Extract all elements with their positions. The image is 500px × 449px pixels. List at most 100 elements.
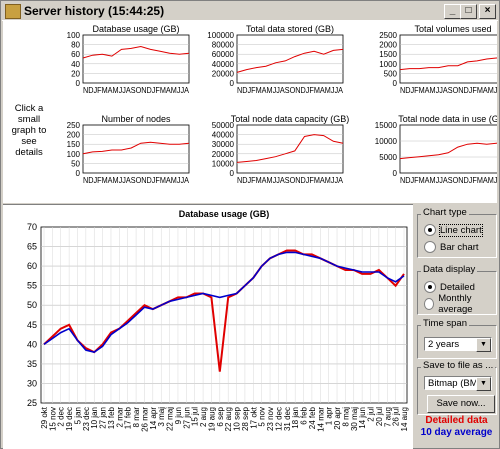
small-chart-frame (399, 124, 497, 174)
main-chart-frame (40, 226, 408, 404)
main-chart-xtick: 6 sep (216, 406, 225, 426)
radio-indicator[interactable] (424, 298, 435, 310)
small-chart-ytick: 60 (71, 50, 80, 59)
main-chart-xtick: 10 jan (90, 407, 99, 429)
small-chart-ytick: 1500 (379, 50, 397, 59)
main-chart-xtick: 14 jun (358, 407, 367, 429)
small-chart-ytick: 20000 (212, 150, 235, 159)
radio-monthly-average[interactable]: Monthly average (424, 293, 496, 315)
title-bar[interactable]: Server history (15:44:25) _ □ × (2, 2, 498, 21)
main-chart-xtick: 14 mar (316, 407, 325, 432)
small-chart-ytick: 2000 (379, 41, 397, 50)
small-chart-ytick: 20 (71, 69, 80, 78)
small-chart-ytick: 40000 (212, 60, 235, 69)
main-chart-title: Database usage (GB) (179, 209, 270, 219)
small-chart-xlabels: NDJFMAMJJASONDJFMAMJJA (237, 86, 344, 95)
minimize-button[interactable]: _ (444, 4, 461, 19)
small-chart-line (399, 142, 497, 160)
main-chart-xtick: 15 jul (191, 407, 200, 426)
main-chart-ytick: 30 (27, 378, 37, 388)
radio-indicator[interactable] (424, 241, 436, 253)
small-chart-xlabels: NDJFMAMJJASONDJFMAMJJA (83, 176, 190, 185)
main-chart-xtick: 12 dec (274, 407, 283, 431)
small-chart-line (82, 141, 190, 155)
data-display-group: Data display Detailed Monthly average (417, 264, 497, 315)
small-chart-ytick: 40 (71, 60, 80, 69)
radio-detailed[interactable]: Detailed (424, 280, 475, 294)
chart-type-label: Chart type (421, 207, 469, 218)
chevron-down-icon[interactable]: ▼ (476, 377, 491, 391)
sidebar: Chart type Line chart Bar chart Data dis… (414, 204, 499, 448)
small-chart-frame (82, 34, 190, 84)
radio-line-chart-label: Line chart (439, 223, 483, 237)
main-chart-ytick: 55 (27, 281, 37, 291)
small-chart-frame (236, 124, 344, 174)
main-chart-ytick: 25 (27, 398, 37, 408)
small-chart-ytick: 1000 (379, 60, 397, 69)
small-chart-xlabels: NDJFMAMJJASONDJFMAMJJA (400, 176, 497, 185)
radio-indicator[interactable] (424, 224, 436, 236)
small-chart-title: Total data stored (GB) (246, 24, 334, 34)
small-chart-ytick: 10000 (375, 137, 398, 146)
main-chart-xtick: 28 sep (241, 406, 250, 431)
small-chart-xlabels: NDJFMAMJJASONDJFMAMJJA (237, 176, 344, 185)
main-chart-xtick: 8 maj (341, 407, 350, 427)
main-chart-series-average (43, 251, 405, 354)
small-chart-ytick: 150 (67, 140, 81, 149)
chevron-down-icon[interactable]: ▼ (476, 338, 491, 352)
save-format-select[interactable]: Bitmap (BMP) ▼ (424, 376, 492, 391)
data-display-label: Data display (421, 264, 478, 275)
small-chart-3[interactable]: Total volumes used 25002000150010005000ND… (379, 24, 497, 95)
main-chart-xtick: 14 aug (400, 407, 409, 431)
time-span-group: Time span 2 years ▼ (417, 318, 497, 359)
main-chart-ytick: 65 (27, 242, 37, 252)
main-chart-xtick: 26 jul (392, 407, 401, 426)
small-chart-line (82, 45, 190, 59)
small-chart-ytick: 200 (67, 131, 81, 140)
radio-indicator[interactable] (424, 281, 436, 293)
radio-bar-chart[interactable]: Bar chart (424, 240, 479, 254)
time-span-label: Time span (421, 318, 469, 329)
small-chart-ytick: 0 (76, 79, 81, 88)
save-now-button[interactable]: Save now... (427, 395, 495, 413)
main-chart-xtick: 22 aug (224, 407, 233, 431)
main-chart-ytick: 40 (27, 339, 37, 349)
time-span-value: 2 years (428, 339, 460, 350)
small-chart-xlabels: NDJFMAMJJASONDJFMAMJJA (83, 86, 190, 95)
main-chart-xtick: 5 jan (73, 407, 82, 424)
small-chart-1[interactable]: Database usage (GB) 100806040200NDJFMAMJJ… (67, 24, 190, 95)
radio-detailed-label: Detailed (440, 281, 475, 293)
main-chart-xtick: 3 maj (157, 407, 166, 427)
small-chart-title: Total node data capacity (GB) (231, 114, 350, 124)
app-icon (5, 4, 21, 19)
small-chart-title: Database usage (GB) (92, 24, 179, 34)
small-chart-5[interactable]: Total node data capacity (GB)50000400003… (212, 114, 350, 185)
small-chart-ytick: 2500 (379, 31, 397, 40)
main-chart-xtick: 18 jan (291, 407, 300, 429)
hint-text: Click a small graph to see details (11, 103, 47, 158)
radio-line-chart[interactable]: Line chart (424, 223, 483, 237)
main-chart-xtick: 27 jan (99, 407, 108, 429)
small-chart-frame (399, 34, 497, 84)
save-format-value: Bitmap (BMP) (428, 378, 488, 389)
small-chart-frame (82, 124, 190, 174)
small-chart-line (236, 48, 344, 73)
small-chart-4[interactable]: Number of nodes 250200150100500NDJFMAMJJA… (67, 114, 190, 185)
small-chart-2[interactable]: Total data stored (GB) 100000800006000040… (207, 24, 343, 95)
main-chart-xtick: 8 mar (132, 407, 141, 428)
time-span-select[interactable]: 2 years ▼ (424, 337, 492, 352)
small-chart-6[interactable]: Total node data in use (GB)15000 10000 500… (375, 114, 497, 185)
main-chart-xtick: 19 aug (207, 407, 216, 431)
main-chart-xtick: 2 dec (57, 407, 66, 427)
main-chart-svg: Database usage (GB) 25 30 35 40 45 50 55 60 65 70 2… (27, 209, 409, 432)
maximize-button[interactable]: □ (460, 4, 477, 19)
main-chart-xtick: 10 sep (233, 406, 242, 431)
small-chart-ytick: 0 (393, 79, 398, 88)
small-chart-ytick: 30000 (212, 140, 235, 149)
close-button[interactable]: × (479, 4, 496, 19)
main-chart-xtick: 14 apr (149, 407, 158, 430)
small-chart-title: Number of nodes (101, 114, 171, 124)
main-chart-xtick: 20 jul (375, 407, 384, 426)
small-chart-ytick: 40000 (212, 131, 235, 140)
